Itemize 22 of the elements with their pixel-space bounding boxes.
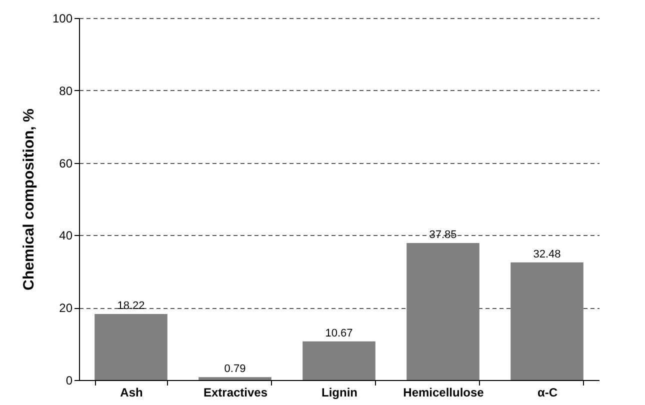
x-tick-label: α-C	[537, 386, 558, 400]
x-tick-label: Ash	[120, 386, 143, 400]
y-tick-label: 40	[59, 228, 73, 243]
bar	[406, 242, 480, 380]
x-tick-label: Hemicellulose	[403, 386, 484, 400]
y-tick-label: 100	[52, 12, 73, 26]
y-axis-title: Chemical composition, %	[20, 108, 38, 290]
bar	[510, 262, 584, 380]
y-tick-label: 60	[59, 156, 73, 170]
data-label: 0.79	[224, 363, 246, 376]
data-label: 32.48	[533, 248, 561, 260]
x-tick-label: Extractives	[203, 386, 268, 400]
y-tick-label: 20	[59, 301, 73, 316]
y-tick-label: 0	[66, 374, 73, 388]
bar	[302, 341, 376, 380]
bar	[198, 377, 272, 380]
x-tick-label: Lignin	[322, 386, 358, 400]
y-tick-label: 80	[59, 84, 73, 98]
data-label: 18.22	[117, 300, 145, 312]
data-label: 10.67	[325, 327, 353, 340]
bar	[94, 314, 168, 380]
data-label: 37.85	[429, 228, 457, 241]
